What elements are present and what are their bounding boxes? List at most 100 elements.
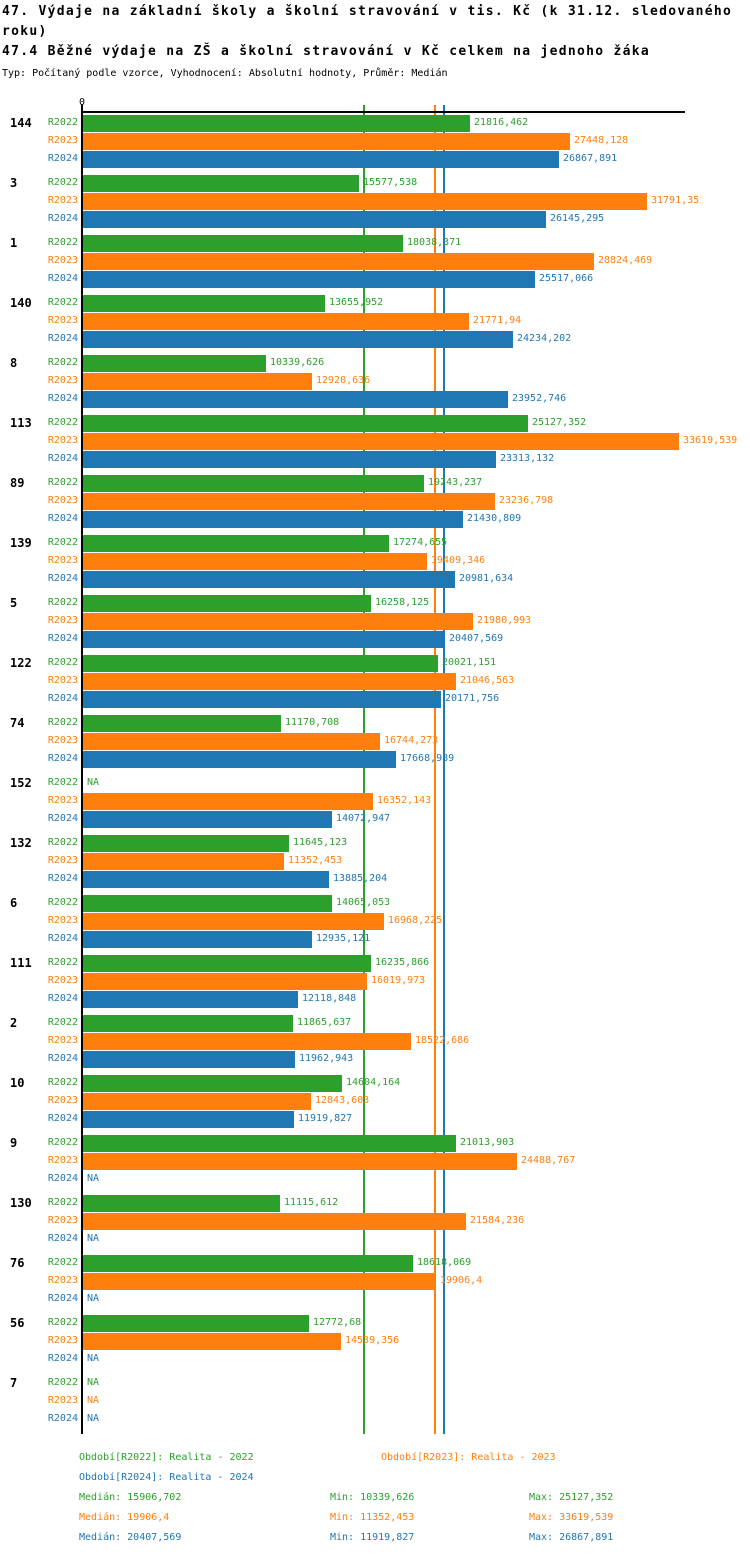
bar-r2023 — [83, 133, 570, 150]
series-label-r2023: R2023 — [47, 795, 78, 806]
chart-meta: Typ: Počítaný podle vzorce, Vyhodnocení:… — [2, 68, 448, 79]
bar-value-label: 23313,132 — [500, 453, 555, 464]
bar-r2024 — [83, 511, 463, 528]
series-label-r2022: R2022 — [47, 597, 78, 608]
bar-value-label: 13885,204 — [333, 873, 388, 884]
bar-value-label: 25517,066 — [539, 273, 594, 284]
group-label-3: 3 — [10, 176, 18, 190]
bar-value-label: 26867,891 — [563, 153, 618, 164]
bar-value-label: 20171,756 — [445, 693, 500, 704]
bar-r2022 — [83, 115, 470, 132]
stat-min-r2022: Min: 10339,626 — [330, 1492, 415, 1503]
series-label-r2022: R2022 — [47, 297, 78, 308]
bar-r2022 — [83, 835, 289, 852]
bar-r2022 — [83, 1015, 293, 1032]
group-label-76: 76 — [10, 1256, 25, 1270]
bar-r2023 — [83, 1153, 517, 1170]
bar-value-label: 20981,634 — [459, 573, 514, 584]
series-label-r2023: R2023 — [47, 1095, 78, 1106]
bar-value-label: 18038,371 — [407, 237, 462, 248]
bar-value-label: 11645,123 — [293, 837, 348, 848]
group-label-89: 89 — [10, 476, 25, 490]
bar-r2024 — [83, 991, 298, 1008]
bar-r2024 — [83, 1051, 295, 1068]
series-label-r2024: R2024 — [47, 453, 78, 464]
bar-r2022 — [83, 235, 403, 252]
bar-r2023 — [83, 913, 384, 930]
bar-value-label: 21980,993 — [477, 615, 532, 626]
series-label-r2023: R2023 — [47, 675, 78, 686]
bar-value-label: 16235,866 — [375, 957, 430, 968]
series-label-r2024: R2024 — [47, 1053, 78, 1064]
bar-r2023 — [83, 1273, 436, 1290]
bar-r2023 — [83, 1333, 341, 1350]
bar-value-label: 11352,453 — [288, 855, 343, 866]
series-label-r2023: R2023 — [47, 855, 78, 866]
group-label-56: 56 — [10, 1316, 25, 1330]
series-label-r2023: R2023 — [47, 615, 78, 626]
bar-r2022 — [83, 1255, 413, 1272]
bar-value-label: 11962,943 — [299, 1053, 354, 1064]
x-axis-line — [80, 111, 685, 113]
series-label-r2023: R2023 — [47, 1155, 78, 1166]
bar-r2024 — [83, 631, 445, 648]
bar-value-label: 28824,469 — [598, 255, 653, 266]
series-label-r2023: R2023 — [47, 1395, 78, 1406]
bar-r2024 — [83, 211, 546, 228]
bar-r2023 — [83, 673, 456, 690]
bar-value-label: 12772,68 — [313, 1317, 362, 1328]
legend-item-r2022: Období[R2022]: Realita - 2022 — [79, 1452, 254, 1463]
bar-value-label: 11919,827 — [298, 1113, 353, 1124]
bar-value-label: 20021,151 — [442, 657, 497, 668]
bar-value-label: 14604,164 — [346, 1077, 401, 1088]
bar-value-label: 19906,4 — [440, 1275, 483, 1286]
group-label-140: 140 — [10, 296, 32, 310]
legend-item-r2024: Období[R2024]: Realita - 2024 — [79, 1472, 254, 1483]
legend-item-r2023: Období[R2023]: Realita - 2023 — [381, 1452, 556, 1463]
series-label-r2022: R2022 — [47, 1077, 78, 1088]
bar-r2024 — [83, 151, 559, 168]
bar-value-label: 18618,069 — [417, 1257, 472, 1268]
series-label-r2022: R2022 — [47, 177, 78, 188]
bar-value-label: 23952,746 — [512, 393, 567, 404]
na-value-label: NA — [87, 1413, 100, 1424]
series-label-r2022: R2022 — [47, 237, 78, 248]
bar-r2023 — [83, 433, 679, 450]
series-label-r2023: R2023 — [47, 1215, 78, 1226]
series-label-r2022: R2022 — [47, 1197, 78, 1208]
na-value-label: NA — [87, 1377, 100, 1388]
bar-r2023 — [83, 313, 469, 330]
series-label-r2022: R2022 — [47, 657, 78, 668]
bar-r2024 — [83, 811, 332, 828]
bar-r2023 — [83, 193, 647, 210]
group-label-113: 113 — [10, 416, 32, 430]
series-label-r2023: R2023 — [47, 315, 78, 326]
bar-r2024 — [83, 751, 396, 768]
bar-value-label: 11170,708 — [285, 717, 340, 728]
stat-max-r2024: Max: 26867,891 — [529, 1532, 614, 1543]
group-label-9: 9 — [10, 1136, 18, 1150]
bar-r2023 — [83, 1093, 311, 1110]
bar-value-label: 11115,612 — [284, 1197, 339, 1208]
series-label-r2023: R2023 — [47, 135, 78, 146]
series-label-r2022: R2022 — [47, 717, 78, 728]
series-label-r2022: R2022 — [47, 357, 78, 368]
bar-value-label: 27448,128 — [574, 135, 629, 146]
bar-r2022 — [83, 1315, 309, 1332]
bar-value-label: 14065,053 — [336, 897, 391, 908]
group-label-152: 152 — [10, 776, 32, 790]
na-value-label: NA — [87, 1173, 100, 1184]
bar-value-label: 16968,225 — [388, 915, 443, 926]
series-label-r2022: R2022 — [47, 1257, 78, 1268]
bar-r2024 — [83, 271, 535, 288]
bar-r2024 — [83, 331, 513, 348]
series-label-r2024: R2024 — [47, 273, 78, 284]
series-label-r2024: R2024 — [47, 1413, 78, 1424]
series-label-r2024: R2024 — [47, 513, 78, 524]
series-label-r2022: R2022 — [47, 1137, 78, 1148]
na-value-label: NA — [87, 777, 100, 788]
stat-median-r2024: Medián: 20407,569 — [79, 1532, 182, 1543]
bar-value-label: 16744,273 — [384, 735, 439, 746]
bar-value-label: 12920,636 — [316, 375, 371, 386]
bar-value-label: 21584,236 — [470, 1215, 525, 1226]
